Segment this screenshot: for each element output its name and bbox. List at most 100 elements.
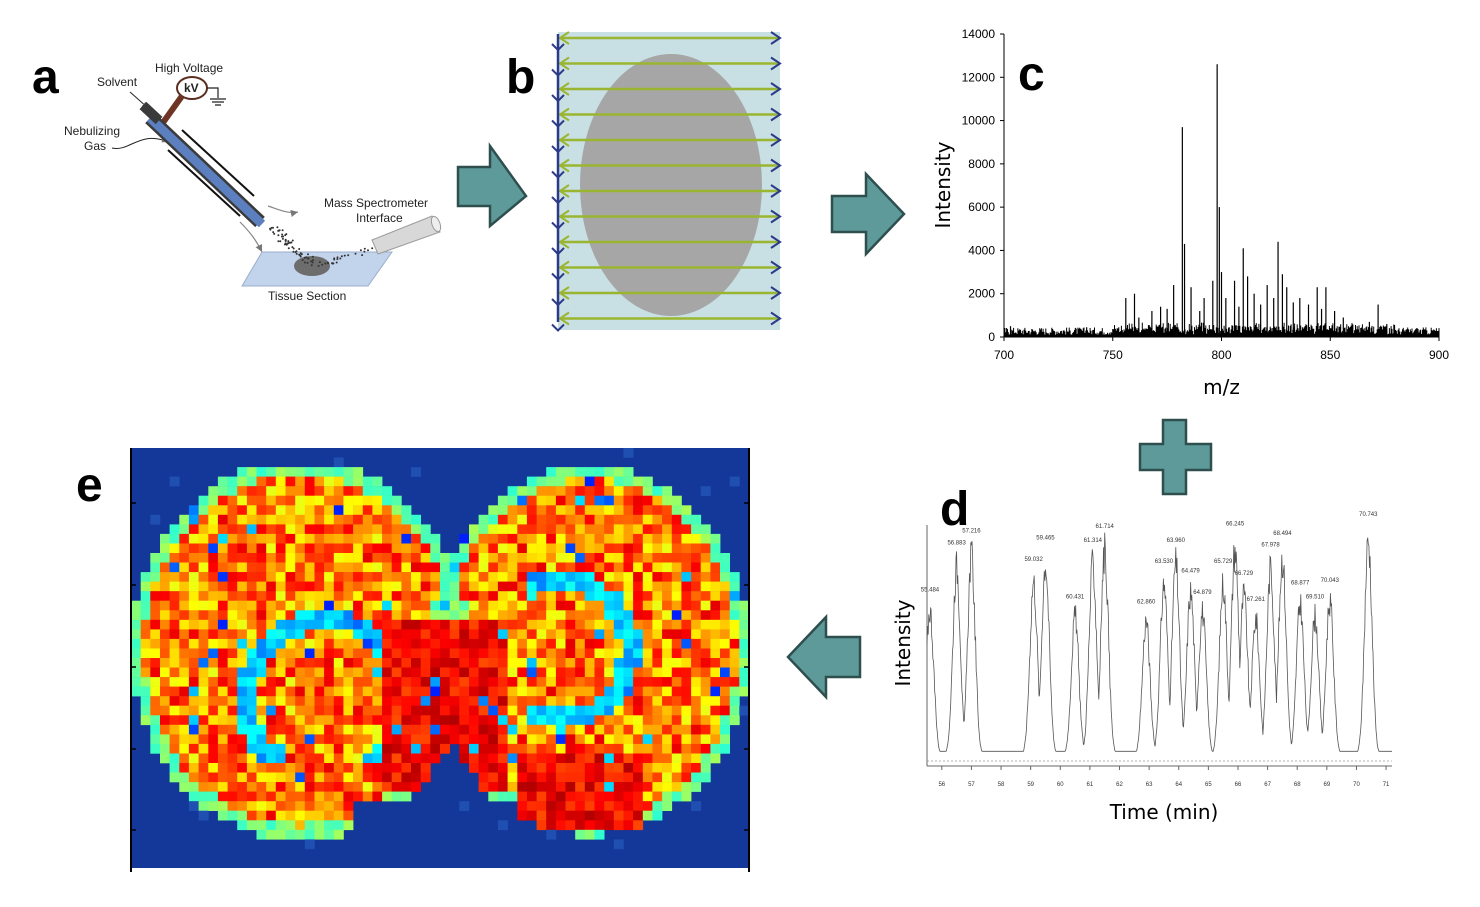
heatmap-cell [613, 658, 624, 668]
scan-arrowhead-right [770, 31, 782, 45]
heatmap-cell [256, 543, 267, 554]
heatmap-cell [362, 524, 373, 535]
heatmap-cell [710, 734, 721, 745]
heatmap-cell [497, 743, 508, 754]
heatmap-cell [555, 734, 566, 745]
heatmap-cell [536, 801, 547, 811]
heatmap-cell [575, 514, 586, 525]
heatmap-cell [594, 581, 605, 592]
heatmap-cell [420, 562, 431, 573]
heatmap-cell [198, 553, 209, 563]
heatmap-cell [594, 648, 605, 659]
heatmap-cell [691, 638, 702, 649]
heatmap-cell [227, 543, 238, 554]
heatmap-cell [517, 791, 528, 802]
heatmap-cell [565, 514, 576, 525]
heatmap-cell [430, 677, 441, 687]
heatmap-cell [720, 629, 730, 640]
heatmap-cell [160, 581, 170, 592]
heatmap-cell [324, 600, 335, 611]
heatmap-cell [739, 619, 750, 630]
heatmap-cell [623, 505, 634, 516]
heatmap-cell [720, 600, 730, 611]
heatmap-cell [546, 533, 557, 544]
heatmap-cell [246, 533, 257, 544]
heatmap-cell [179, 782, 190, 792]
heatmap-cell [391, 572, 402, 582]
heatmap-cell [333, 743, 344, 754]
heatmap-cell [266, 600, 277, 611]
heatmap-cell [536, 705, 547, 716]
heatmap-cell [671, 533, 682, 544]
scan-arrowhead-right [770, 184, 782, 198]
heatmap-cell [314, 591, 325, 601]
heatmap-cell [604, 495, 615, 506]
heatmap-cell [353, 533, 364, 544]
heatmap-cell [613, 782, 624, 792]
heatmap-cell [565, 658, 576, 668]
peak-label: 63.960 [1167, 538, 1186, 544]
heatmap-cell [652, 791, 663, 802]
heatmap-cell [314, 524, 325, 535]
heatmap-cell [411, 715, 421, 726]
heatmap-cell [227, 734, 238, 745]
heatmap-cell [700, 533, 711, 544]
heatmap-cell [497, 581, 508, 592]
heatmap-cell [507, 667, 518, 678]
heatmap-cell [188, 686, 199, 697]
heatmap-cell [459, 724, 470, 735]
heatmap-cell [246, 553, 257, 563]
droplet [336, 256, 339, 259]
heatmap-cell [652, 505, 663, 516]
droplet [332, 262, 335, 265]
heatmap-cell [324, 705, 335, 716]
heatmap-cell [362, 705, 373, 716]
heatmap-cell [198, 572, 209, 582]
heatmap-cell [372, 696, 383, 706]
heatmap-cell [440, 619, 450, 630]
heatmap-cell [275, 801, 286, 811]
heatmap-cell [227, 610, 238, 621]
heatmap-cell [160, 591, 170, 601]
y-tick-label: 12000 [962, 70, 996, 84]
heatmap-cell [343, 820, 354, 831]
heatmap-cell [246, 514, 257, 525]
x-tick-label: 68 [1294, 782, 1301, 788]
heatmap-cell [198, 619, 209, 630]
heatmap-cell [526, 782, 537, 792]
heatmap-cell [488, 686, 499, 697]
heatmap-cell [497, 629, 508, 640]
heatmap-cell [391, 734, 402, 745]
heatmap-cell [217, 619, 228, 630]
heatmap-cell [720, 562, 730, 573]
heatmap-cell [584, 715, 595, 726]
heatmap-cell [729, 581, 740, 592]
heatmap-cell [604, 629, 615, 640]
heatmap-cell [179, 705, 190, 716]
heatmap-cell [246, 801, 257, 811]
heatmap-cell [198, 705, 209, 716]
heatmap-cell [546, 581, 557, 592]
heatmap-cell [604, 648, 615, 659]
heatmap-cell [575, 562, 586, 573]
heatmap-cells [131, 448, 750, 850]
heatmap-cell [275, 753, 286, 764]
heatmap-cell [671, 638, 682, 649]
droplet [301, 259, 304, 262]
heatmap-cell [256, 495, 267, 506]
droplet [324, 262, 327, 265]
heatmap-cell [304, 495, 315, 506]
heatmap-cell [227, 572, 238, 582]
heatmap-cell [333, 667, 344, 678]
heatmap-cell [488, 772, 499, 783]
heatmap-cell [584, 638, 595, 649]
heatmap-cell [584, 791, 595, 802]
heatmap-cell [430, 658, 441, 668]
heatmap-cell [536, 553, 547, 563]
heatmap-cell [382, 677, 393, 687]
heatmap-cell [188, 553, 199, 563]
droplet [294, 251, 297, 254]
heatmap-cell [681, 638, 692, 649]
heatmap-cell [198, 734, 209, 745]
heatmap-cell [604, 753, 615, 764]
